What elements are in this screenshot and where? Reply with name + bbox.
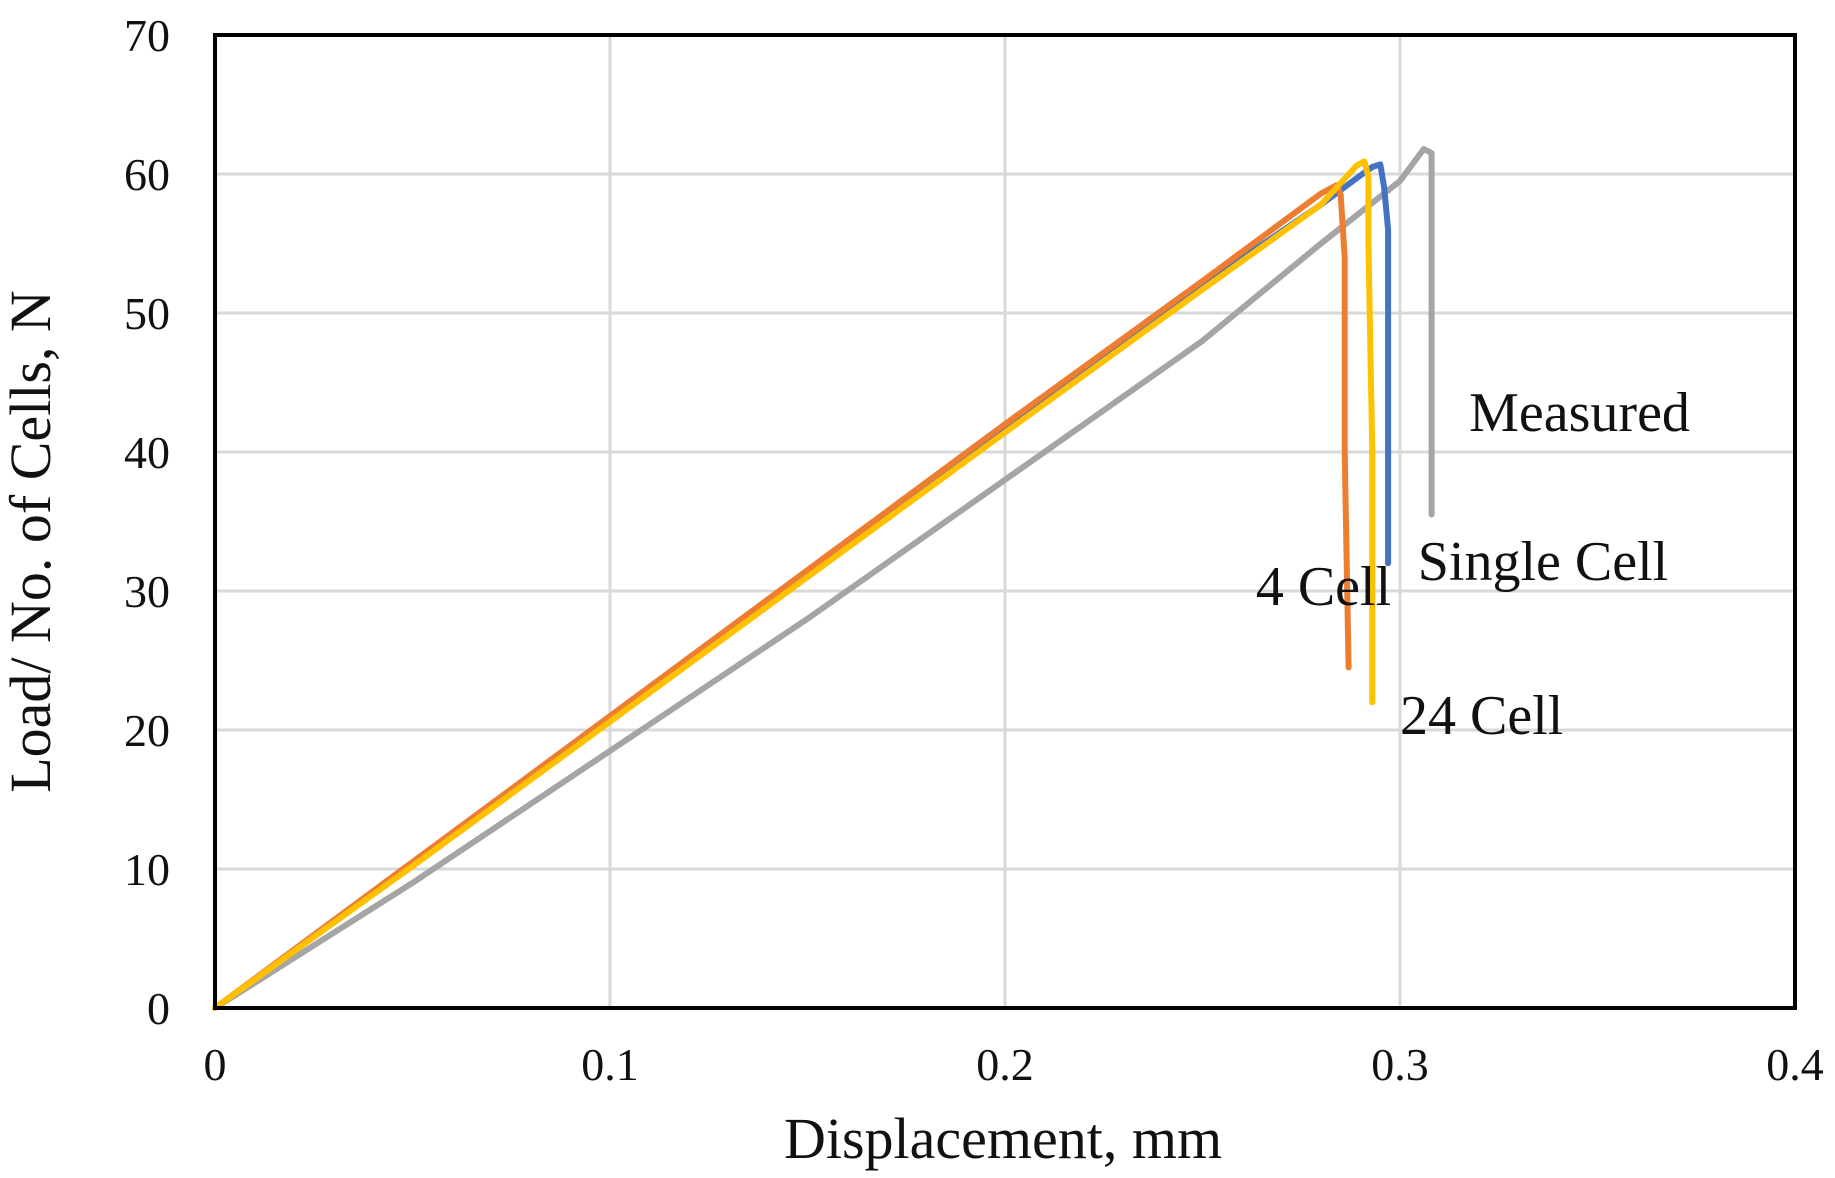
y-tick-label: 20 bbox=[124, 705, 170, 756]
series-line-4-cell bbox=[212, 182, 1352, 1011]
y-tick-label: 10 bbox=[124, 844, 170, 895]
tick-labels: 0 10 20 30 40 50 60 70 0 0.1 0.2 0.3 0.4 bbox=[124, 10, 1824, 1090]
x-tick-label: 0 bbox=[204, 1039, 227, 1090]
y-tick-label: 60 bbox=[124, 149, 170, 200]
x-axis-title: Displacement, mm bbox=[784, 1106, 1222, 1171]
y-tick-label: 70 bbox=[124, 10, 170, 61]
series-line-measured bbox=[212, 146, 1435, 1011]
y-tick-label: 40 bbox=[124, 427, 170, 478]
series-label-single-cell: Single Cell bbox=[1418, 531, 1668, 593]
series-line-24-cell bbox=[212, 158, 1376, 1011]
y-axis-title: Load/ No. of Cells, N bbox=[0, 290, 63, 793]
y-tick-label: 50 bbox=[124, 288, 170, 339]
x-tick-label: 0.3 bbox=[1371, 1039, 1429, 1090]
series-label-measured: Measured bbox=[1469, 382, 1690, 444]
x-tick-label: 0.4 bbox=[1766, 1039, 1824, 1090]
plot-area-frame bbox=[213, 33, 1797, 1010]
series-label-4-cell: 4 Cell bbox=[1256, 556, 1391, 618]
x-tick-label: 0.2 bbox=[976, 1039, 1034, 1090]
y-tick-label: 30 bbox=[124, 566, 170, 617]
series-lines bbox=[212, 146, 1435, 1011]
x-tick-label: 0.1 bbox=[581, 1039, 639, 1090]
y-tick-label: 0 bbox=[147, 983, 170, 1034]
series-labels: Measured Single Cell 4 Cell 24 Cell bbox=[1256, 382, 1690, 747]
series-label-24-cell: 24 Cell bbox=[1400, 685, 1563, 747]
gridlines bbox=[215, 35, 1795, 1008]
